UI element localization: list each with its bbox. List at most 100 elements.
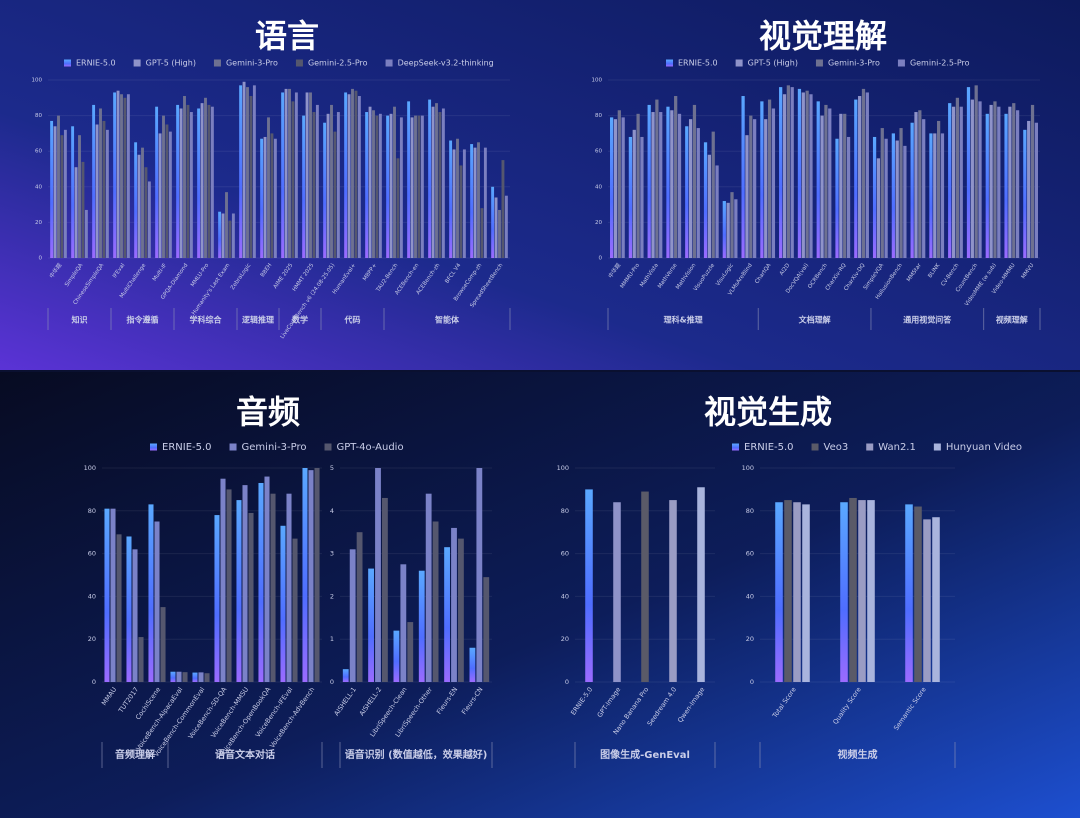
bar xyxy=(767,99,772,258)
bar xyxy=(674,96,678,259)
bar xyxy=(356,532,363,682)
bar xyxy=(138,637,144,682)
bar xyxy=(228,220,232,258)
group-label: 理科&推理 xyxy=(664,315,703,325)
bar xyxy=(418,570,425,682)
bar xyxy=(280,525,286,682)
y-tick-label: 0 xyxy=(39,256,43,262)
bar xyxy=(410,117,414,258)
bar xyxy=(179,108,183,258)
bar xyxy=(414,115,417,258)
bar xyxy=(354,90,358,259)
bar xyxy=(741,96,745,259)
bar xyxy=(126,94,130,259)
bar xyxy=(914,112,918,258)
bar xyxy=(974,85,978,258)
bar xyxy=(923,519,931,682)
bar xyxy=(891,133,895,258)
legend-swatch xyxy=(815,59,823,67)
bar xyxy=(483,577,490,682)
y-tick-label: 40 xyxy=(88,592,96,600)
bar xyxy=(782,94,787,259)
bar xyxy=(357,96,361,259)
bar xyxy=(189,112,193,258)
bar xyxy=(824,104,828,258)
legend-swatch xyxy=(150,443,157,451)
bar xyxy=(730,192,734,258)
bar xyxy=(315,104,319,258)
bar xyxy=(449,140,453,258)
y-tick-label: 1 xyxy=(330,635,334,643)
bar xyxy=(105,129,109,258)
bar xyxy=(707,154,711,258)
bar xyxy=(820,115,824,258)
y-tick-label: 100 xyxy=(557,464,569,472)
bar xyxy=(861,88,866,259)
bar xyxy=(636,113,640,258)
legend-swatch xyxy=(811,443,819,451)
bar xyxy=(669,500,677,682)
bar xyxy=(267,117,270,258)
bar xyxy=(435,103,438,258)
bar xyxy=(459,165,463,258)
y-tick-label: 0 xyxy=(599,256,603,262)
bar xyxy=(137,154,141,258)
bar xyxy=(858,500,866,682)
bar xyxy=(745,135,749,258)
bar xyxy=(134,142,138,258)
bar xyxy=(948,103,952,258)
bar xyxy=(438,112,442,258)
bar xyxy=(779,87,783,259)
bar xyxy=(483,147,487,258)
bar xyxy=(835,138,839,258)
bar xyxy=(771,108,776,258)
bar xyxy=(225,192,228,258)
bar xyxy=(365,112,369,258)
bar xyxy=(368,106,372,258)
bar xyxy=(286,493,292,682)
bar xyxy=(141,147,144,258)
legend-label: ERNIE-5.0 xyxy=(162,442,212,453)
bar xyxy=(726,202,730,258)
y-tick-label: 60 xyxy=(561,550,569,558)
bar xyxy=(677,113,682,258)
bar xyxy=(895,140,899,258)
bar xyxy=(104,508,110,682)
group-label: 逻辑推理 xyxy=(241,315,274,325)
bar xyxy=(314,468,320,682)
bar xyxy=(480,208,484,258)
bar xyxy=(53,126,57,258)
bar xyxy=(918,110,922,258)
group-label: 视频生成 xyxy=(838,748,878,761)
bar xyxy=(248,512,254,682)
bar xyxy=(176,671,182,682)
bar xyxy=(585,489,593,682)
bar xyxy=(473,147,477,258)
bar xyxy=(239,85,243,258)
legend-label: GPT-5 (High) xyxy=(146,59,196,68)
bar xyxy=(905,504,913,682)
bar xyxy=(102,120,106,258)
legend-swatch xyxy=(385,59,393,67)
bar xyxy=(802,504,810,682)
bar xyxy=(170,671,176,682)
bar xyxy=(288,88,291,259)
y-tick-label: 40 xyxy=(595,184,602,190)
legend-label: ERNIE-5.0 xyxy=(678,59,718,68)
group-label: 文档理解 xyxy=(799,315,831,325)
bar xyxy=(659,112,663,258)
legend-swatch xyxy=(324,443,332,451)
bar xyxy=(192,672,198,682)
y-tick-label: 20 xyxy=(746,635,754,643)
bar xyxy=(168,131,172,258)
y-tick-label: 3 xyxy=(330,550,334,558)
bar xyxy=(764,119,768,258)
bar xyxy=(197,108,201,258)
bar xyxy=(323,122,327,258)
bar xyxy=(444,547,450,682)
bar xyxy=(655,99,659,258)
bar xyxy=(57,115,60,258)
bar xyxy=(420,115,424,258)
bar xyxy=(715,165,719,258)
bar xyxy=(613,119,618,258)
